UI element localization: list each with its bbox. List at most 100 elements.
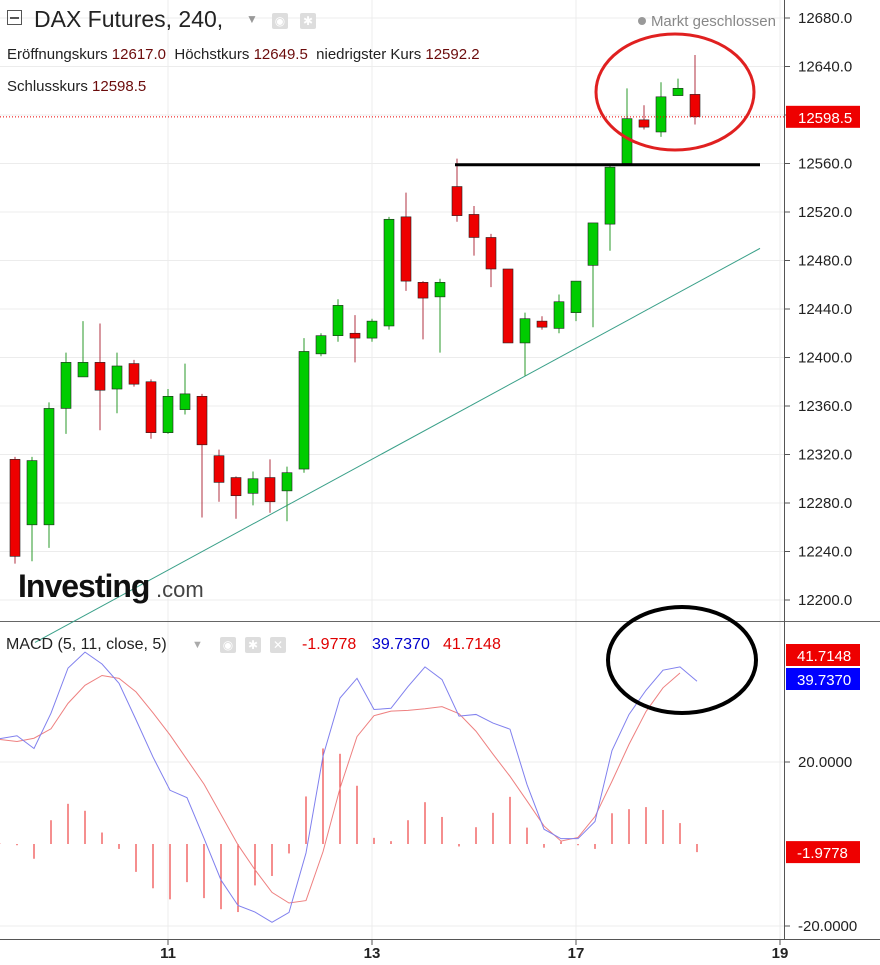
candle-down	[230, 477, 242, 497]
candle-up	[434, 282, 446, 298]
candle-up	[672, 88, 684, 96]
candle-up	[383, 218, 395, 327]
candle-down	[145, 381, 157, 433]
price-tick-label: 12360.0	[798, 398, 852, 415]
candle-up	[179, 393, 191, 410]
candle-down	[264, 477, 276, 503]
candle-down	[213, 455, 225, 483]
trendline[interactable]	[34, 247, 761, 643]
last-price-badge	[786, 105, 860, 128]
candles	[0, 54, 784, 564]
ascending-trendline	[34, 247, 761, 643]
hist-value-badge	[786, 841, 860, 864]
macd-close-icon[interactable]: ✕	[270, 637, 286, 653]
price-tick-label: 12280.0	[798, 495, 852, 512]
macd-eye-icon[interactable]: ◉	[220, 637, 236, 653]
time-tick-label: 17	[568, 945, 585, 962]
candle-up	[587, 222, 599, 266]
price-tick-label: 12480.0	[798, 253, 852, 270]
price-tick-label: 12640.0	[798, 59, 852, 76]
hist-value-badge-label: -1.9778	[797, 845, 848, 862]
macd-line-value: 39.7370	[372, 636, 430, 653]
ohlc-row-2: Schlusskurs 12598.5	[7, 78, 146, 95]
status-dot	[637, 17, 646, 26]
candle-up	[247, 478, 259, 494]
candle-up	[332, 305, 344, 336]
candle-up	[26, 460, 38, 526]
candle-down	[9, 459, 21, 557]
low-label: niedrigster Kurs	[316, 46, 422, 63]
annotations	[455, 32, 760, 715]
candle-up	[570, 280, 582, 313]
candle-down	[468, 214, 480, 238]
time-tick-label: 19	[772, 945, 789, 962]
candle-down	[128, 363, 140, 385]
macd-hist-value: -1.9778	[302, 636, 357, 653]
candle-down	[400, 216, 412, 282]
macd-value-badge-label: 39.7370	[797, 672, 851, 689]
signal-line	[0, 672, 681, 904]
high-label: Höchstkurs	[174, 46, 250, 63]
open-label: Eröffnungskurs	[7, 46, 108, 63]
symbol-title[interactable]: DAX Futures, 240,	[34, 6, 224, 32]
ohlc-row-1: Eröffnungskurs 12617.0 Höchstkurs 12649.…	[7, 46, 480, 63]
price-tick-label: 12440.0	[798, 301, 852, 318]
grid-lines	[0, 0, 784, 939]
price-tick-label: 12240.0	[798, 544, 852, 561]
macd-tick-label: -20.0000	[798, 918, 857, 935]
gear-icon[interactable]: ✱	[300, 13, 316, 29]
close-label: Schlusskurs	[7, 78, 88, 95]
candle-up	[281, 472, 293, 492]
macd-line	[0, 651, 698, 923]
watermark-brand: Investing	[18, 568, 149, 604]
candle-up	[604, 166, 616, 225]
time-tick-label: 13	[364, 945, 381, 962]
candle-up	[366, 320, 378, 339]
candle-up	[298, 351, 310, 470]
candle-down	[94, 362, 106, 391]
candle-down	[536, 320, 548, 328]
candle-down	[638, 119, 650, 128]
candle-up	[60, 362, 72, 409]
candle-up	[519, 318, 531, 344]
macd-title[interactable]: MACD (5, 11, close, 5)	[6, 636, 167, 653]
time-tick-label: 11	[160, 945, 176, 962]
candle-up	[162, 395, 174, 433]
macd-pane	[0, 651, 698, 923]
candle-down	[689, 94, 701, 118]
axes: 12680.012640.012600.012560.012520.012480…	[160, 10, 860, 962]
investing-watermark: Investing .com	[18, 568, 204, 604]
candle-down	[349, 332, 361, 339]
candle-up	[553, 301, 565, 329]
eye-icon[interactable]: ◉	[272, 13, 288, 29]
candle-down	[485, 237, 497, 270]
candle-up	[111, 365, 123, 390]
candle-up	[77, 362, 89, 378]
candle-down	[451, 186, 463, 216]
price-tick-label: 12680.0	[798, 10, 852, 27]
open-value: 12617.0	[111, 46, 167, 63]
candle-down	[417, 282, 429, 299]
close-value: 12598.5	[92, 78, 147, 95]
candle-down	[196, 395, 208, 446]
last-price-label: 12598.5	[798, 110, 852, 127]
high-value: 12649.5	[253, 46, 308, 63]
signal-value-badge	[786, 644, 860, 666]
signal-value-badge-label: 41.7148	[797, 648, 851, 665]
macd-gear-icon[interactable]: ✱	[245, 637, 261, 653]
highlight-ellipse-red	[594, 32, 756, 152]
price-tick-label: 12560.0	[798, 156, 852, 173]
candle-down	[502, 268, 514, 344]
price-tick-label: 12520.0	[798, 204, 852, 221]
price-tick-label: 12320.0	[798, 447, 852, 464]
candle-up	[315, 335, 327, 355]
price-tick-label: 12200.0	[798, 592, 852, 609]
market-status: Markt geschlossen	[637, 13, 776, 30]
collapse-icon[interactable]	[7, 10, 22, 25]
macd-tick-label: 20.0000	[798, 754, 852, 771]
candle-up	[655, 96, 667, 133]
macd-caret-down-icon[interactable]: ▼	[192, 639, 203, 651]
highlight-ellipse-black	[606, 605, 758, 715]
caret-down-icon[interactable]: ▼	[246, 12, 258, 26]
